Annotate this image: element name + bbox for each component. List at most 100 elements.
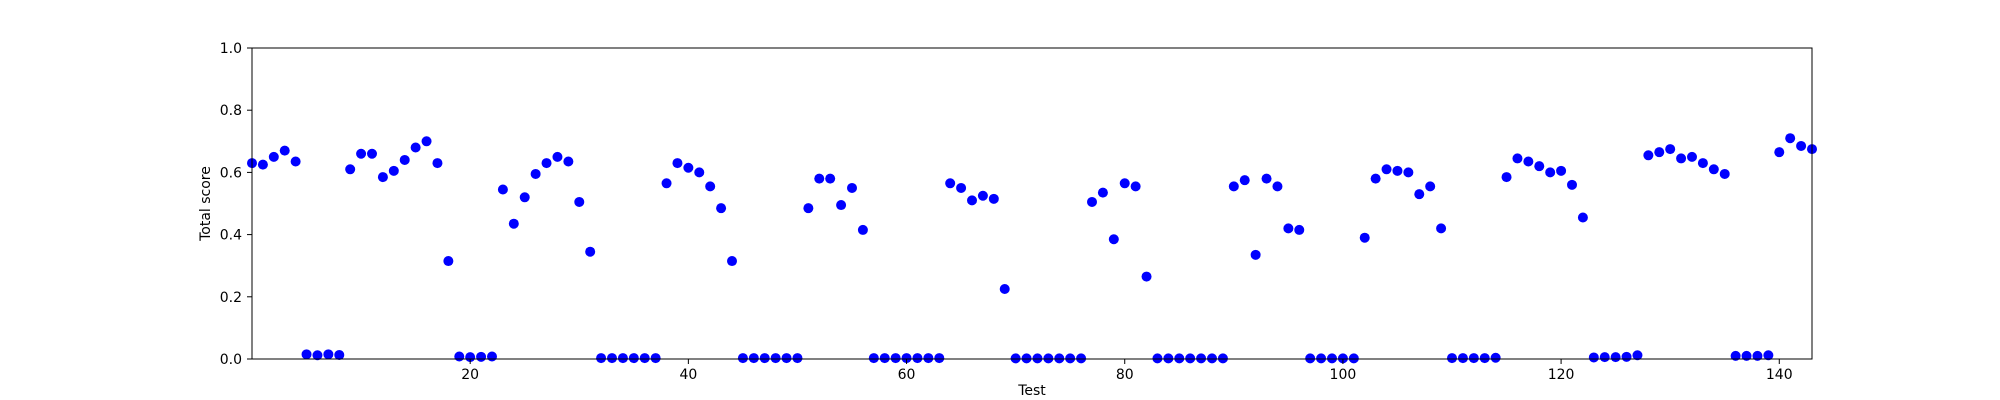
data-point <box>1327 353 1337 364</box>
data-point <box>1621 351 1632 362</box>
data-point <box>1021 353 1032 364</box>
y-tick-label: 0.2 <box>220 290 242 306</box>
data-point <box>1359 232 1370 243</box>
y-tick-label: 0.8 <box>220 103 242 119</box>
data-point <box>1054 353 1065 364</box>
data-point <box>1032 353 1043 364</box>
data-point <box>607 353 617 364</box>
data-point <box>1730 350 1741 361</box>
data-point <box>901 353 912 364</box>
x-tick-label: 20 <box>461 367 479 383</box>
data-point <box>585 246 596 257</box>
data-point <box>1337 353 1348 364</box>
data-point <box>1403 167 1414 178</box>
data-point <box>1447 353 1457 364</box>
y-tick-label: 0.6 <box>220 165 242 181</box>
data-point <box>1697 158 1708 169</box>
data-point <box>563 156 574 167</box>
data-point <box>530 168 541 179</box>
plot-area-frame <box>251 47 1813 360</box>
data-point <box>1599 352 1610 363</box>
data-point <box>1567 179 1577 190</box>
x-tick-label: 120 <box>1548 367 1575 383</box>
data-point <box>1185 353 1196 364</box>
data-point <box>934 353 945 364</box>
data-point <box>1043 353 1054 364</box>
data-point <box>1381 164 1392 175</box>
data-point <box>1130 181 1141 192</box>
data-point <box>301 349 312 360</box>
x-tick-label: 80 <box>1116 367 1134 383</box>
data-point <box>967 195 977 206</box>
y-axis-label: Total score <box>198 166 214 242</box>
data-point <box>1076 353 1087 364</box>
data-point <box>617 353 628 364</box>
data-point <box>847 182 857 193</box>
data-point <box>1414 189 1425 200</box>
data-point <box>1119 178 1130 189</box>
data-point <box>836 200 847 211</box>
data-point <box>814 173 825 184</box>
data-point <box>421 136 432 147</box>
data-point <box>890 353 901 364</box>
data-point <box>1425 181 1436 192</box>
data-point <box>1010 353 1021 364</box>
y-axis: 0.0 0.2 0.4 0.6 0.8 1.0 <box>220 41 252 368</box>
data-point <box>497 184 508 195</box>
data-point <box>1687 151 1697 162</box>
data-point <box>1654 147 1665 158</box>
data-points <box>247 133 1817 364</box>
data-point <box>1676 153 1687 164</box>
data-point <box>312 350 323 361</box>
data-point <box>956 182 967 193</box>
data-point <box>257 159 268 170</box>
data-point <box>1785 133 1796 144</box>
data-point <box>1468 353 1479 364</box>
data-point <box>290 156 301 167</box>
data-point <box>1490 352 1501 363</box>
data-point <box>541 158 552 169</box>
data-point <box>356 148 367 159</box>
data-point <box>1774 147 1785 158</box>
data-point <box>1796 140 1807 151</box>
data-point <box>1294 224 1305 235</box>
data-point <box>748 353 759 364</box>
data-point <box>792 353 803 364</box>
data-point <box>868 353 879 364</box>
y-tick-label: 1.0 <box>220 41 242 57</box>
data-point <box>1392 165 1403 176</box>
data-point <box>1512 153 1523 164</box>
data-point <box>1556 165 1567 176</box>
data-point <box>628 353 639 364</box>
data-point <box>345 164 356 175</box>
data-point <box>1741 350 1752 361</box>
data-point <box>574 196 585 207</box>
data-point <box>661 178 672 189</box>
data-point <box>367 148 377 159</box>
data-point <box>1108 234 1119 245</box>
data-point <box>1272 181 1283 192</box>
data-point <box>727 256 737 267</box>
data-point <box>596 353 607 364</box>
data-point <box>410 142 421 153</box>
data-point <box>443 256 454 267</box>
data-point <box>1577 212 1588 223</box>
data-point <box>476 351 487 362</box>
data-point <box>1141 271 1152 282</box>
data-point <box>1207 353 1217 364</box>
data-point <box>1545 167 1556 178</box>
data-point <box>1643 150 1654 161</box>
data-point <box>999 284 1010 295</box>
data-point <box>1261 173 1272 184</box>
data-point <box>1348 353 1359 364</box>
data-point <box>912 353 923 364</box>
data-point <box>552 151 563 162</box>
data-point <box>1316 353 1327 364</box>
data-point <box>508 218 519 229</box>
data-point <box>825 173 836 184</box>
data-point <box>465 352 476 363</box>
data-point <box>454 351 465 362</box>
data-point <box>268 151 279 162</box>
data-point <box>1632 350 1643 361</box>
data-point <box>988 193 999 204</box>
